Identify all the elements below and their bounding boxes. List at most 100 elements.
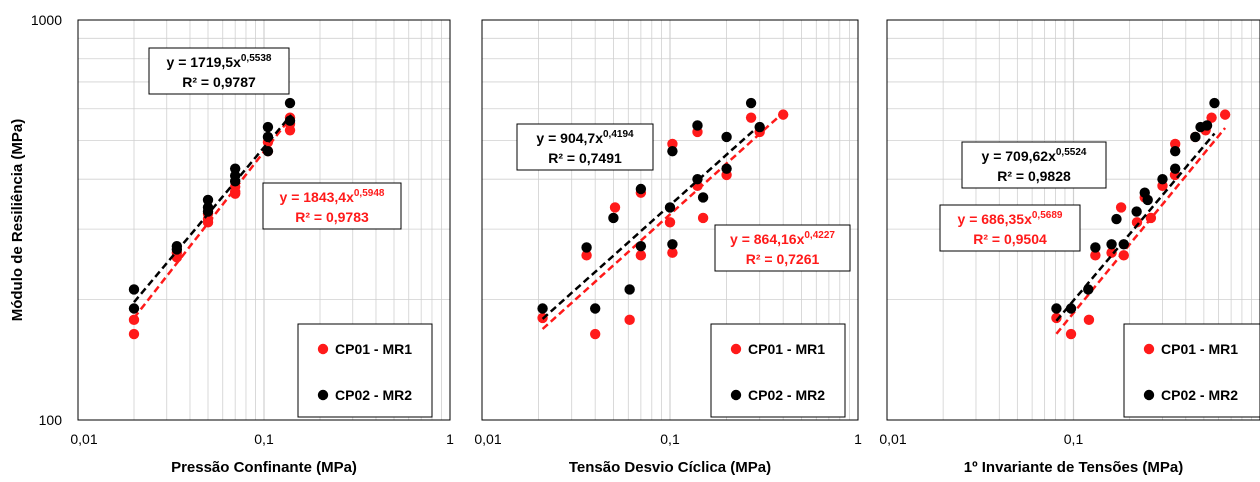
equation-exponent: 0,5689 xyxy=(1032,210,1063,221)
x-axis-label: Tensão Desvio Cíclica (MPa) xyxy=(569,459,771,476)
r2-text: R² = 0,9787 xyxy=(182,74,256,90)
equation-box-mr1: y = 686,35x0,5689 R² = 0,9504 xyxy=(939,204,1081,252)
x-tick-label: 1 xyxy=(854,431,862,447)
chart-panel-1: 0,01 0,1 1 Pressão Confinante (MPa) y = 1719… xyxy=(70,19,454,476)
trendline-mr2 xyxy=(1055,132,1216,322)
data-point-mr2 xyxy=(1090,242,1101,253)
equation-text: y = 864,16x0,4227 xyxy=(730,230,835,247)
data-point-mr2 xyxy=(1201,120,1213,131)
legend-marker-mr2 xyxy=(317,389,329,401)
data-point-mr1 xyxy=(581,250,592,261)
x-tick-label: 0,01 xyxy=(474,431,501,447)
r2-text: R² = 0,7261 xyxy=(746,251,820,267)
data-point-mr2 xyxy=(128,284,140,295)
data-point-mr2 xyxy=(1131,206,1142,217)
data-point-mr2 xyxy=(697,192,709,203)
trendline-mr2 xyxy=(133,114,293,304)
x-tick-label: 1 xyxy=(446,431,454,447)
data-point-mr2 xyxy=(284,97,296,109)
legend-frame xyxy=(297,323,433,418)
equation-coefficient: y = 1719,5x xyxy=(167,54,242,70)
data-point-mr2 xyxy=(1169,163,1181,174)
data-point-mr1 xyxy=(1118,250,1129,261)
data-point-mr1 xyxy=(1106,247,1117,258)
equation-coefficient: y = 904,7x xyxy=(536,130,603,146)
data-point-mr2 xyxy=(128,303,140,314)
equation-box-frame xyxy=(961,141,1107,189)
data-point-mr1 xyxy=(1090,250,1101,261)
data-point-mr1 xyxy=(777,109,789,120)
data-point-mr1 xyxy=(128,328,140,340)
data-point-mr2 xyxy=(537,303,548,314)
legend-frame xyxy=(1123,323,1260,418)
data-point-mr2 xyxy=(262,145,274,157)
data-point-mr2 xyxy=(667,239,678,250)
data-point-mr1 xyxy=(1169,138,1181,150)
legend-frame xyxy=(710,323,846,418)
plot-frame xyxy=(77,19,451,421)
data-point-mr1 xyxy=(697,212,709,224)
equation-exponent: 0,5538 xyxy=(241,53,272,64)
data-point-mr2 xyxy=(1169,145,1181,157)
data-point-mr1 xyxy=(1065,328,1077,340)
data-point-mr1 xyxy=(589,328,601,340)
equation-text: y = 904,7x0,4194 xyxy=(536,129,634,146)
equation-coefficient: y = 686,35x xyxy=(958,211,1033,227)
data-point-mr2 xyxy=(721,131,732,143)
data-point-mr2 xyxy=(1118,239,1129,250)
equation-box-mr1: y = 864,16x0,4227 R² = 0,7261 xyxy=(714,224,851,272)
data-point-mr2 xyxy=(589,303,601,314)
data-point-mr2 xyxy=(229,163,241,174)
y-axis-label: Módulo de Resiliência (MPa) xyxy=(9,119,26,322)
r2-text: R² = 0,9783 xyxy=(295,209,369,225)
data-point-mr2 xyxy=(1209,97,1220,109)
data-point-mr1 xyxy=(609,202,621,213)
chart-panel-3: 0,01 0,1 1º Invariante de Tensões (MPa) y =… xyxy=(879,19,1260,476)
legend: CP01 - MR1 CP02 - MR2 xyxy=(297,323,433,418)
equation-box-frame xyxy=(714,224,851,272)
data-point-mr2 xyxy=(202,194,214,206)
legend-label-mr2: CP02 - MR2 xyxy=(335,387,412,403)
data-point-mr2 xyxy=(262,121,274,133)
equation-box-frame xyxy=(516,123,654,171)
chart-panel-2: 0,01 0,1 1 Tensão Desvio Cíclica (MPa) y = 9… xyxy=(474,19,862,476)
equation-text: y = 709,62x0,5524 xyxy=(982,147,1087,164)
legend-label-mr1: CP01 - MR1 xyxy=(748,341,825,357)
equation-coefficient: y = 1843,4x xyxy=(280,189,355,205)
data-point-mr1 xyxy=(635,250,647,261)
data-point-mr2 xyxy=(721,163,732,174)
x-tick-label: 0,1 xyxy=(1064,431,1084,447)
data-point-mr2 xyxy=(1065,303,1077,314)
data-point-mr1 xyxy=(667,247,678,258)
legend-marker-mr1 xyxy=(317,343,329,355)
legend-marker-mr1 xyxy=(1143,343,1155,355)
data-point-mr1 xyxy=(1219,109,1231,120)
equation-exponent: 0,5948 xyxy=(354,188,385,199)
data-point-mr2 xyxy=(1051,303,1062,314)
data-point-mr2 xyxy=(624,284,635,295)
trendline-mr1 xyxy=(541,111,785,330)
data-point-mr2 xyxy=(608,212,619,224)
trendline-mr1 xyxy=(1055,127,1227,335)
equation-coefficient: y = 864,16x xyxy=(730,231,805,247)
x-tick-label: 0,01 xyxy=(879,431,906,447)
data-point-mr2 xyxy=(754,121,765,133)
y-tick-label: 100 xyxy=(39,412,63,428)
legend-label-mr1: CP01 - MR1 xyxy=(335,341,412,357)
legend-marker-mr2 xyxy=(730,389,742,401)
data-point-mr2 xyxy=(692,120,703,131)
data-point-mr2 xyxy=(1142,194,1153,206)
trendline-mr2 xyxy=(541,124,761,320)
data-point-mr1 xyxy=(745,112,757,123)
legend-label-mr2: CP02 - MR2 xyxy=(748,387,825,403)
legend-label-mr2: CP02 - MR2 xyxy=(1161,387,1238,403)
legend: CP01 - MR1 CP02 - MR2 xyxy=(710,323,846,418)
legend-label-mr1: CP01 - MR1 xyxy=(1161,341,1238,357)
plot-frame xyxy=(886,19,1260,421)
equation-box-mr2: y = 709,62x0,5524 R² = 0,9828 xyxy=(961,141,1107,189)
data-point-mr2 xyxy=(581,242,592,253)
data-point-mr1 xyxy=(1083,314,1095,326)
data-point-mr2 xyxy=(667,145,678,157)
